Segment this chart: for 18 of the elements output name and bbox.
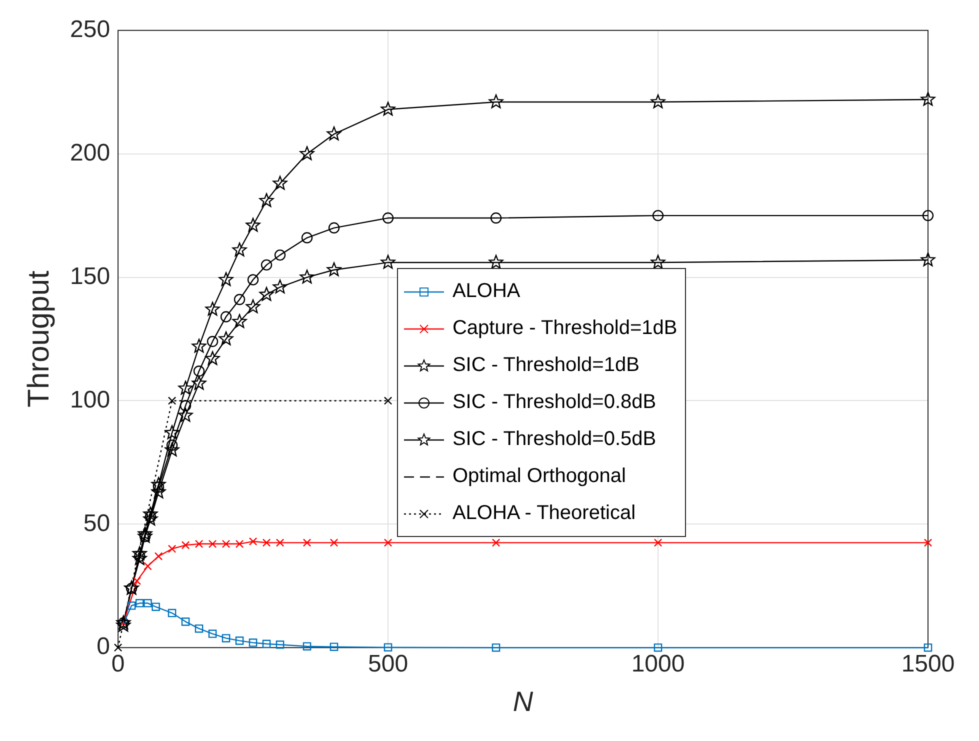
x-axis-title: N xyxy=(512,686,534,717)
y-tick-label: 150 xyxy=(70,262,110,290)
y-tick-label: 50 xyxy=(83,510,110,537)
legend-label: Capture - Threshold=1dB xyxy=(452,316,678,342)
y-tick-label: 0 xyxy=(96,633,110,660)
y-tick-label: 100 xyxy=(70,386,110,414)
legend-label: SIC - Threshold=1dB xyxy=(452,353,640,378)
y-tick-label: 250 xyxy=(70,16,110,44)
x-tick-label: 1500 xyxy=(901,650,955,678)
legend-label: SIC - Threshold=0.8dB xyxy=(452,390,656,416)
legend-label: ALOHA xyxy=(452,279,520,304)
legend-label: ALOHA - Theoretical xyxy=(452,501,636,526)
y-tick-label: 200 xyxy=(70,139,110,166)
y-axis-title: Througput xyxy=(22,270,56,408)
legend-label: SIC - Threshold=0.5dB xyxy=(452,427,656,452)
x-tick-label: 500 xyxy=(368,650,408,678)
x-tick-label: 1000 xyxy=(631,650,685,678)
legend-label: Optimal Orthogonal xyxy=(452,464,626,490)
